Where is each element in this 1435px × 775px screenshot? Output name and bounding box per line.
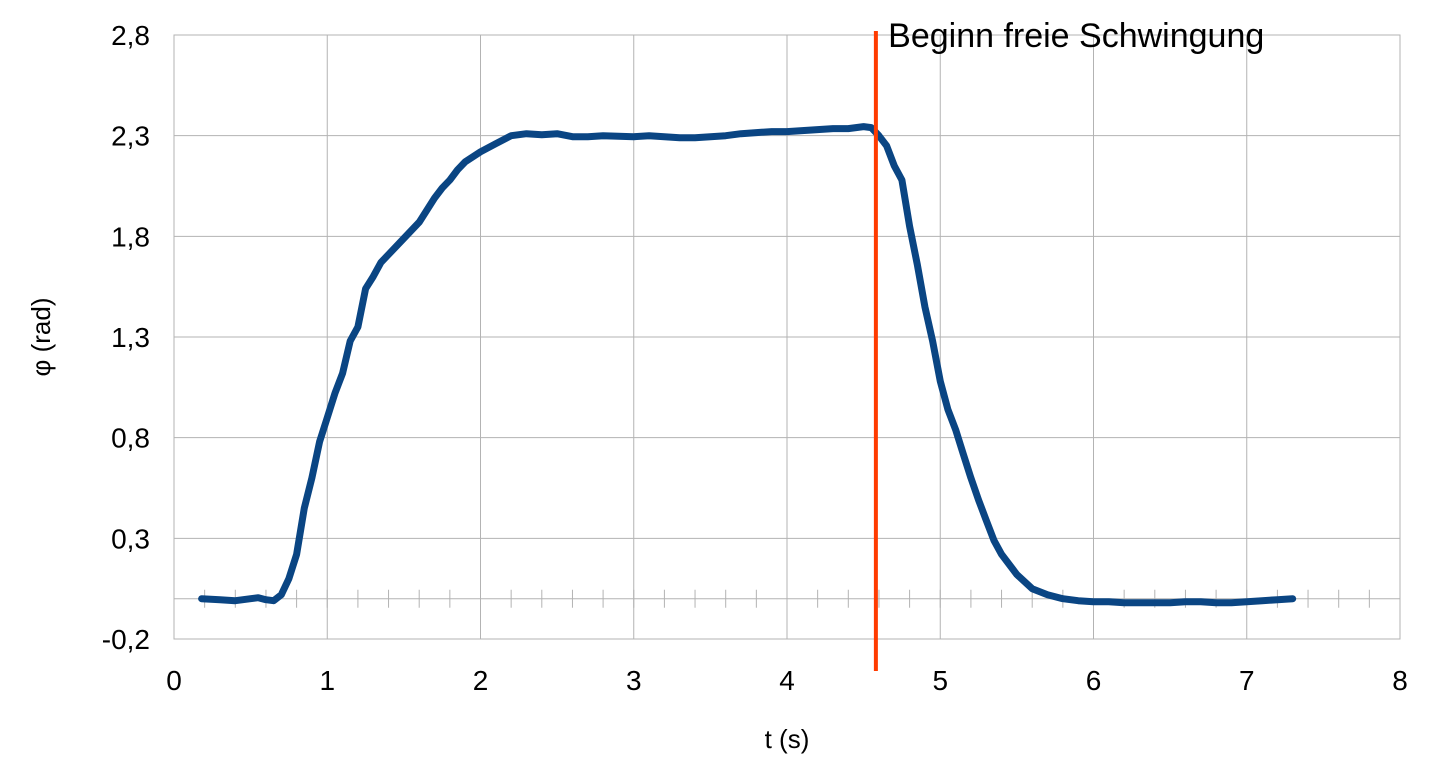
y-tick-labels: -0,2 0,3 0,8 1,3 1,8 2,3 2,8 bbox=[102, 20, 150, 655]
y-tick-label: 0,8 bbox=[111, 423, 150, 454]
y-tick-label: 0,3 bbox=[111, 523, 150, 554]
x-tick-label: 8 bbox=[1392, 665, 1408, 696]
y-tick-label: 2,3 bbox=[111, 121, 150, 152]
series-line bbox=[198, 123, 1297, 607]
x-tick-label: 7 bbox=[1239, 665, 1255, 696]
x-tick-label: 5 bbox=[932, 665, 948, 696]
y-tick-label: -0,2 bbox=[102, 624, 150, 655]
x-tick-label: 1 bbox=[319, 665, 335, 696]
y-tick-label: 1,3 bbox=[111, 322, 150, 353]
x-tick-label: 4 bbox=[779, 665, 795, 696]
x-tick-label: 6 bbox=[1086, 665, 1102, 696]
y-tick-label: 1,8 bbox=[111, 221, 150, 252]
x-tick-label: 2 bbox=[473, 665, 489, 696]
x-tick-label: 0 bbox=[166, 665, 182, 696]
annotation-label: Beginn freie Schwingung bbox=[888, 17, 1264, 55]
x-tick-label: 3 bbox=[626, 665, 642, 696]
x-tick-labels: 0 1 2 3 4 5 6 7 8 bbox=[166, 665, 1408, 696]
plot-frame bbox=[173, 34, 1401, 640]
x-axis-title: t (s) bbox=[765, 724, 810, 754]
y-axis-title: φ (rad) bbox=[26, 298, 56, 377]
grid-lines bbox=[173, 34, 1401, 640]
y-tick-label: 2,8 bbox=[111, 20, 150, 51]
